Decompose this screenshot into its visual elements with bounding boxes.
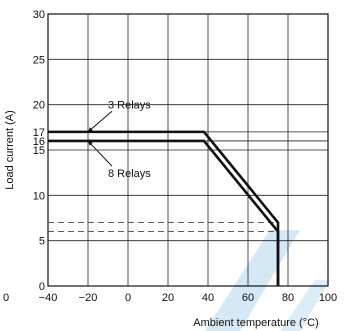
x-tick-label-5: 60 — [242, 292, 254, 304]
y-tick-label-0: 0 — [39, 281, 45, 293]
extra-tick-label: 0 — [3, 292, 9, 304]
series-lines — [48, 130, 280, 286]
y-tick-label-7: 25 — [33, 54, 45, 66]
annotation-label-1: 8 Relays — [108, 168, 151, 180]
annotation-arrow-0 — [87, 110, 113, 133]
watermark-stroke-2 — [280, 280, 330, 331]
x-tick-label-0: −40 — [39, 292, 58, 304]
y-tick-label-6: 20 — [33, 100, 45, 112]
x-tick-label-1: −20 — [79, 292, 98, 304]
series-line-1 — [48, 139, 280, 286]
annotation-arrow-1 — [87, 140, 113, 167]
annotations: 3 Relays 8 Relays — [87, 99, 151, 180]
reference-lines — [48, 222, 278, 233]
x-tick-label-4: 40 — [202, 292, 214, 304]
x-tick-label-2: 0 — [125, 292, 131, 304]
y-tick-label-8: 30 — [33, 9, 45, 21]
x-tick-label-3: 20 — [162, 292, 174, 304]
annotation-arrowhead-1 — [88, 140, 93, 146]
y-tick-label-4: 16 — [33, 136, 45, 148]
y-tick-label-3: 15 — [33, 145, 45, 157]
x-tick-label-6: 80 — [282, 292, 294, 304]
x-tick-labels: −40 −20 0 20 40 60 80 100 — [39, 292, 338, 304]
annotation-arrowhead-0 — [88, 127, 93, 132]
watermark — [205, 230, 330, 331]
x-tick-label-7: 100 — [319, 292, 337, 304]
y-tick-label-5: 17 — [33, 127, 45, 139]
y-tick-label-2: 10 — [33, 190, 45, 202]
annotation-label-0: 3 Relays — [108, 99, 151, 111]
series-line-0 — [48, 130, 280, 286]
y-axis-label: Load current (A) — [4, 110, 16, 189]
watermark-stroke-1 — [205, 230, 300, 331]
x-axis-label: Ambient temperature (°C) — [193, 317, 318, 329]
y-tick-label-1: 5 — [39, 236, 45, 248]
